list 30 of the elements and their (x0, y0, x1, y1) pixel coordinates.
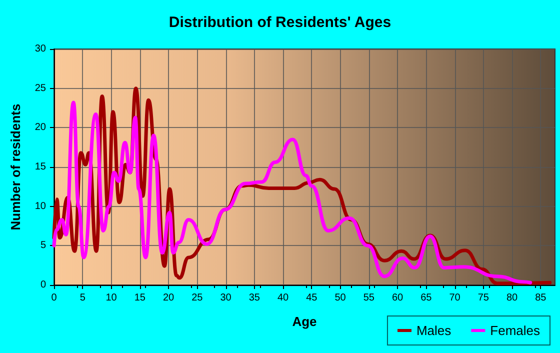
x-tick-label: 45 (306, 292, 318, 304)
x-tick-label: 40 (277, 292, 290, 304)
y-tick-label: 5 (40, 240, 46, 252)
legend-label: Females (490, 323, 540, 338)
chart-title: Distribution of Residents' Ages (168, 14, 392, 31)
x-tick-label: 65 (420, 292, 432, 304)
x-axis-title: Age (292, 314, 317, 329)
x-tick-label: 10 (106, 292, 118, 304)
y-axis-title: Number of residents (8, 104, 23, 230)
y-tick-label: 10 (34, 200, 46, 212)
x-tick-label: 35 (248, 292, 260, 304)
x-tick-label: 0 (51, 292, 58, 304)
x-tick-label: 20 (162, 292, 175, 304)
y-tick-label: 15 (34, 162, 46, 172)
x-tick-label: 30 (220, 292, 232, 304)
y-tick-label: 25 (34, 82, 46, 94)
y-tick-label: 0 (40, 280, 46, 290)
x-tick-label: 50 (334, 292, 346, 304)
legend-label: Males (416, 323, 452, 338)
x-tick-label: 80 (506, 292, 518, 304)
x-tick-label: 55 (363, 292, 375, 304)
y-tick-label: 20 (34, 122, 46, 134)
x-tick-label: 15 (134, 292, 146, 304)
x-tick-label: 70 (449, 292, 461, 304)
x-tick-label: 85 (535, 292, 547, 304)
y-tick-label: 30 (34, 44, 46, 54)
x-tick-label: 5 (80, 292, 86, 304)
x-tick-label: 25 (192, 292, 204, 304)
x-tick-label: 75 (478, 292, 490, 304)
x-tick-label: 60 (392, 292, 404, 304)
